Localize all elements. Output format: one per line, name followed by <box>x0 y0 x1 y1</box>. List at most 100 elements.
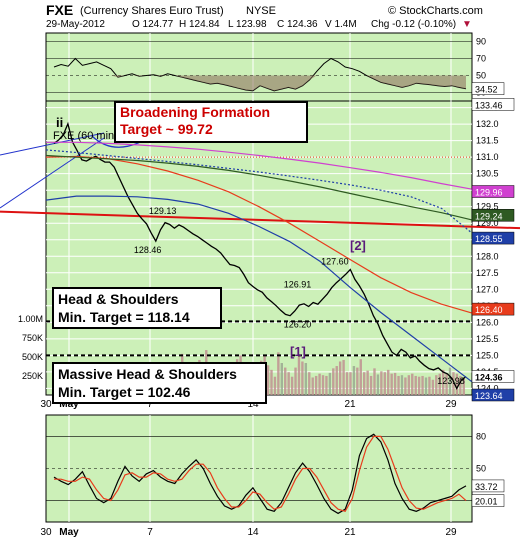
broadening-lower-line <box>0 137 105 209</box>
mhs-title: Massive Head & Shoulders <box>58 366 237 382</box>
broadening-target: Target ~ 99.72 <box>120 121 213 137</box>
wave-ii-label: ii <box>56 115 64 130</box>
volume-bar <box>332 368 335 395</box>
hs-target: Min. Target = 118.14 <box>58 309 190 325</box>
right-axis-badges: 133.46 129.96 129.24 128.55 126.40 124.36 123.… <box>471 82 515 507</box>
rsi-tick-label: 70 <box>476 54 486 64</box>
volume-bar <box>414 375 417 395</box>
price-tick-label: 129.0 <box>476 218 499 228</box>
volume-bar <box>393 372 397 395</box>
rsi-oversold-area <box>54 75 466 91</box>
high-value: H 124.84 <box>179 19 220 30</box>
date-tick-label: 30 <box>40 527 52 538</box>
broadening-formation-callout: Broadening Formation Target ~ 99.72 <box>114 101 308 143</box>
massive-head-shoulders-callout: Massive Head & Shoulders Min. Target = 1… <box>52 362 267 404</box>
red-trendline <box>0 210 520 230</box>
volume-bar <box>304 363 308 395</box>
ma-dotted-line <box>45 149 473 234</box>
volume-bar <box>321 375 325 395</box>
price-tick-label: 125.5 <box>476 334 499 344</box>
volume-bar <box>277 352 280 395</box>
volume-bar <box>397 375 400 395</box>
volume-bar <box>290 376 294 395</box>
volume-bar <box>356 367 359 395</box>
stoch-tick-label: 50 <box>476 464 486 474</box>
volume-tick-label: 500K <box>22 352 43 362</box>
ma-blue-line <box>45 195 473 383</box>
price-label-126.20: 126.20 <box>284 320 312 330</box>
price-tick-label: 131.5 <box>476 136 499 146</box>
price-tick-label: 132.0 <box>476 119 499 129</box>
badge-128.55 <box>471 231 515 245</box>
volume-bar <box>270 369 273 395</box>
date-tick-label: 29 <box>445 399 457 410</box>
rsi-badge <box>471 82 505 95</box>
credit-text[interactable]: © StockCharts.com <box>388 5 483 17</box>
hs-title: Head & Shoulders <box>58 291 179 307</box>
volume-bar <box>301 361 304 395</box>
price-label-123.98: 123.98 <box>437 376 465 386</box>
volume-bar <box>273 376 277 395</box>
date-tick-label: 14 <box>247 399 259 410</box>
date-tick-label: 7 <box>147 399 153 410</box>
volume-bar <box>297 356 301 395</box>
volume-bar <box>452 372 455 395</box>
ma-red-line <box>45 155 473 314</box>
volume-bar <box>325 375 328 395</box>
date-tick-label: 7 <box>147 527 153 538</box>
stoch-badge-text-1: 20.01 <box>475 497 498 507</box>
price-tick-label: 125.0 <box>476 350 499 360</box>
badge-text-126.40: 126.40 <box>475 305 503 315</box>
volume-bar <box>349 372 352 395</box>
volume-bar <box>411 373 414 395</box>
volume-bar <box>266 365 270 395</box>
broadening-upper-line <box>0 132 105 156</box>
badge-124.36 <box>471 370 515 383</box>
volume-bar <box>280 363 283 395</box>
volume-bar <box>318 373 321 395</box>
volume-bar <box>455 373 459 395</box>
volume-bar <box>387 369 390 395</box>
volume-bar <box>390 373 393 395</box>
date-tick-label: 14 <box>247 527 259 538</box>
volume-bar <box>294 367 297 395</box>
head-shoulders-callout: Head & Shoulders Min. Target = 118.14 <box>52 287 222 329</box>
volume-tick-label: 1.00M <box>18 314 43 324</box>
inset-title: FXE (60 min <box>53 130 115 142</box>
badge-123.64 <box>471 388 515 402</box>
price-label-126.91: 126.91 <box>284 279 312 289</box>
price-tick-label: 124.0 <box>476 383 499 393</box>
volume-bar <box>287 372 290 395</box>
volume-bar <box>363 372 366 395</box>
exchange-label: NYSE <box>246 5 276 17</box>
stoch-badge-1 <box>471 494 505 507</box>
price-tick-label: 127.0 <box>476 284 499 294</box>
badge-126.40 <box>471 302 515 316</box>
date-label: 29-May-2012 <box>46 19 105 30</box>
close-value: C 124.36 <box>277 19 318 30</box>
volume-bar <box>435 375 438 395</box>
volume-bar <box>369 375 373 395</box>
wave-2-label: [2] <box>350 238 366 253</box>
volume-bar <box>383 372 386 395</box>
change-value: Chg -0.12 (-0.10%) <box>371 19 457 30</box>
volume-bar <box>404 377 407 395</box>
volume-bar <box>314 375 318 395</box>
volume-bar <box>400 375 404 395</box>
volume-bar <box>424 377 428 395</box>
date-tick-label: 21 <box>344 527 356 538</box>
badge-text-129.24: 129.24 <box>475 211 503 221</box>
main-panel-bg <box>45 100 473 396</box>
volume-bar <box>380 371 383 395</box>
ma-magenta-line <box>46 141 473 190</box>
volume-bar <box>373 368 376 395</box>
badge-text-124.36: 124.36 <box>475 373 503 383</box>
change-down-arrow-icon: ▼ <box>462 19 472 30</box>
volume-bar <box>311 377 314 395</box>
price-label-128.46: 128.46 <box>134 245 162 255</box>
volume-bar <box>308 372 311 395</box>
volume-bar <box>345 372 349 395</box>
badge-text-128.55: 128.55 <box>475 234 503 244</box>
price-label-127.60: 127.60 <box>321 256 349 266</box>
